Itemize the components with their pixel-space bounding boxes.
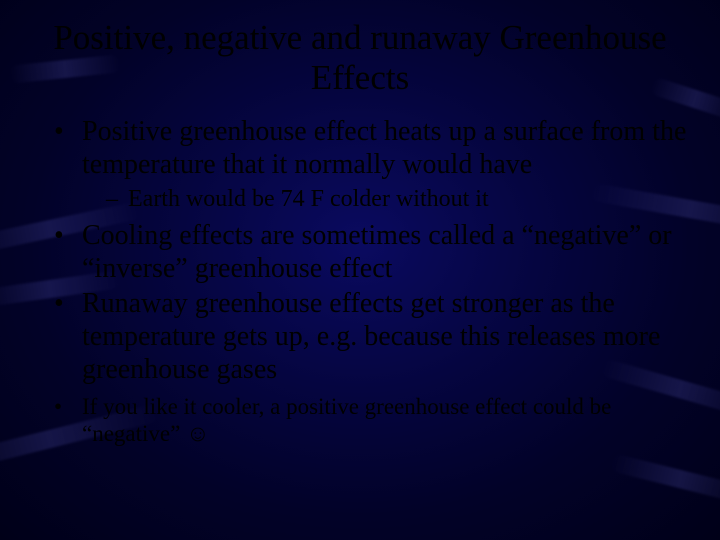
- bullet-item-small: If you like it cooler, a positive greenh…: [54, 393, 690, 447]
- bullet-item: Positive greenhouse effect heats up a su…: [54, 115, 690, 214]
- bullet-item: Runaway greenhouse effects get stronger …: [54, 287, 690, 386]
- bullet-list: Positive greenhouse effect heats up a su…: [30, 115, 690, 447]
- bullet-text: Positive greenhouse effect heats up a su…: [82, 116, 686, 180]
- sub-bullet-item: Earth would be 74 F colder without it: [106, 185, 690, 214]
- slide-title: Positive, negative and runaway Greenhous…: [30, 18, 690, 99]
- sub-bullet-text: Earth would be 74 F colder without it: [128, 186, 489, 212]
- bullet-text: Runaway greenhouse effects get stronger …: [82, 288, 660, 385]
- slide-content: Positive, negative and runaway Greenhous…: [0, 0, 720, 540]
- bullet-item: Cooling effects are sometimes called a “…: [54, 219, 690, 285]
- bullet-text: If you like it cooler, a positive greenh…: [82, 394, 611, 446]
- sub-bullet-list: Earth would be 74 F colder without it: [82, 185, 690, 214]
- bullet-text: Cooling effects are sometimes called a “…: [82, 220, 672, 284]
